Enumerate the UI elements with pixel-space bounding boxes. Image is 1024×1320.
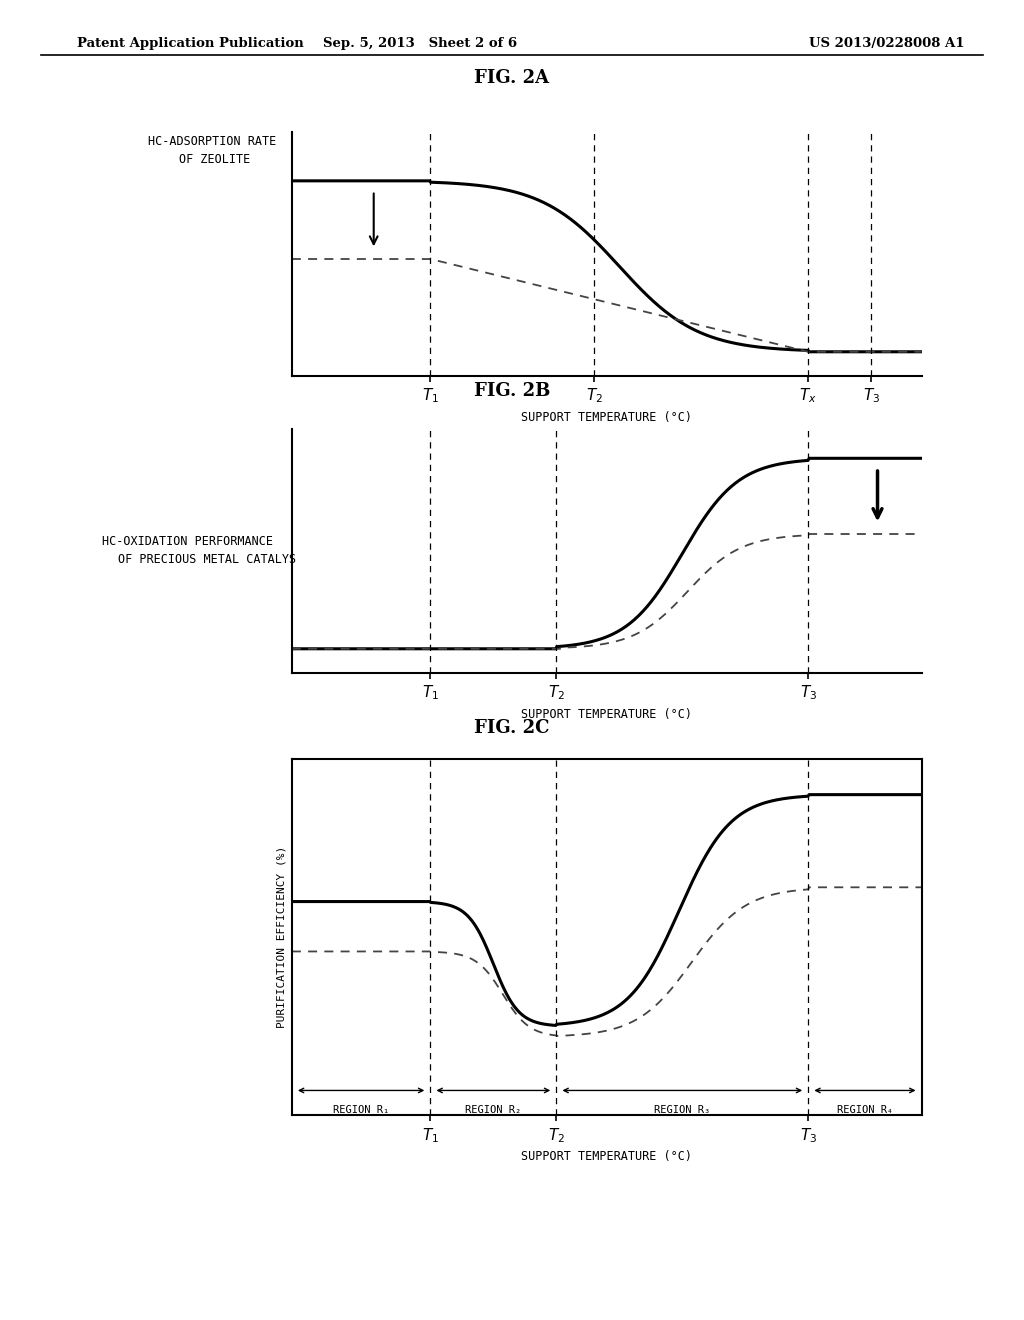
X-axis label: SUPPORT TEMPERATURE (°C): SUPPORT TEMPERATURE (°C)	[521, 708, 692, 721]
Text: Sep. 5, 2013   Sheet 2 of 6: Sep. 5, 2013 Sheet 2 of 6	[323, 37, 517, 50]
X-axis label: SUPPORT TEMPERATURE (°C): SUPPORT TEMPERATURE (°C)	[521, 1150, 692, 1163]
Text: FIG. 2C: FIG. 2C	[474, 718, 550, 737]
Text: OF PRECIOUS METAL CATALYS: OF PRECIOUS METAL CATALYS	[118, 553, 296, 566]
Text: REGION R₃: REGION R₃	[654, 1105, 711, 1115]
Text: REGION R₂: REGION R₂	[465, 1105, 521, 1115]
Text: OF ZEOLITE: OF ZEOLITE	[179, 153, 251, 166]
Text: HC-ADSORPTION RATE: HC-ADSORPTION RATE	[148, 135, 276, 148]
Text: FIG. 2B: FIG. 2B	[474, 381, 550, 400]
Y-axis label: PURIFICATION EFFICIENCY (%): PURIFICATION EFFICIENCY (%)	[276, 846, 287, 1028]
Text: HC-OXIDATION PERFORMANCE: HC-OXIDATION PERFORMANCE	[102, 535, 273, 548]
Text: REGION R₁: REGION R₁	[333, 1105, 389, 1115]
Text: US 2013/0228008 A1: US 2013/0228008 A1	[809, 37, 965, 50]
Text: FIG. 2A: FIG. 2A	[474, 69, 550, 87]
X-axis label: SUPPORT TEMPERATURE (°C): SUPPORT TEMPERATURE (°C)	[521, 411, 692, 424]
Text: REGION R₄: REGION R₄	[837, 1105, 893, 1115]
Text: Patent Application Publication: Patent Application Publication	[77, 37, 303, 50]
